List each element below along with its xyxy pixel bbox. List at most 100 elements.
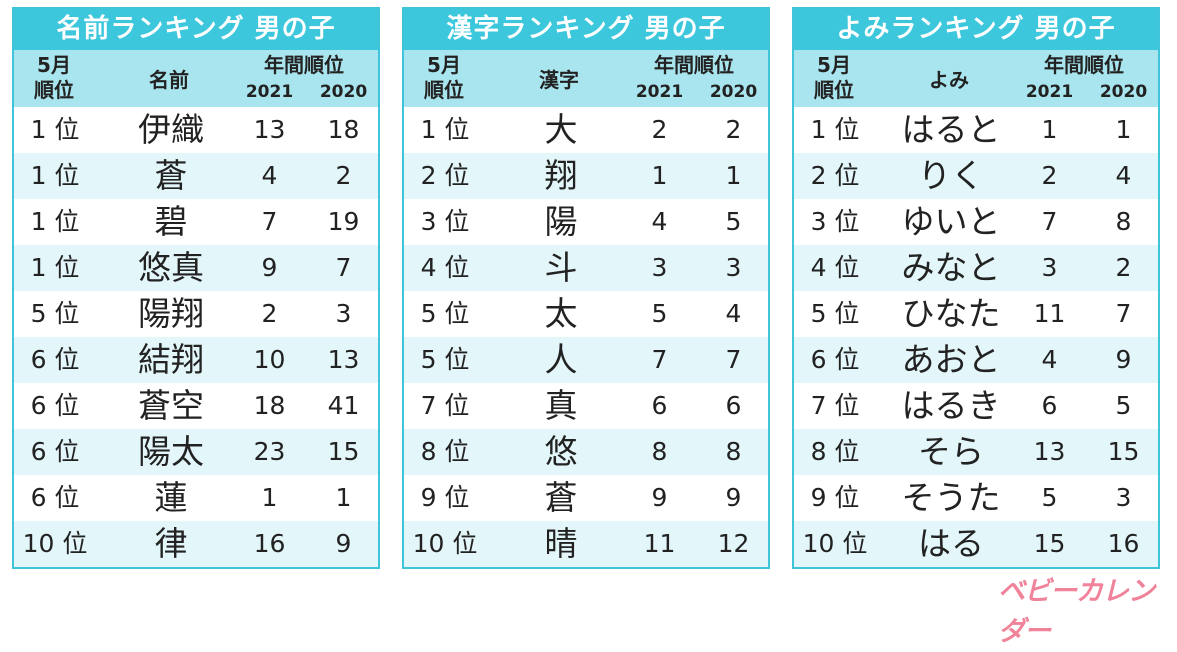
rank-cell: 1 位 [30,115,80,144]
header-year-2020: 2020 [709,82,758,102]
table-row: 5 位 ひなた 11 7 [794,291,1158,337]
panel-title: 名前ランキング 男の子 [14,9,378,50]
rank-cell: 9 位 [420,483,470,512]
annual-rank-2020-cell: 13 [327,345,360,374]
table-row: 5 位 太 5 4 [404,291,768,337]
annual-rank-2020-cell: 7 [335,253,352,282]
table-row: 4 位 みなと 3 2 [794,245,1158,291]
rank-cell: 5 位 [420,299,470,328]
header-rank: 5月 順位 [14,53,94,103]
name-cell: 人 [544,340,578,379]
name-cell: 翔 [544,156,578,195]
brand-logo: ベビーカレンダー [998,576,1155,647]
annual-rank-2021-cell: 11 [643,529,676,558]
annual-rank-2021-cell: 5 [1041,483,1058,512]
annual-rank-2020-cell: 6 [725,391,742,420]
table-row: 5 位 陽翔 2 3 [14,291,378,337]
rank-cell: 1 位 [30,253,80,282]
rank-cell: 4 位 [420,253,470,282]
annual-rank-2021-cell: 10 [253,345,286,374]
name-cell: 真 [544,386,578,425]
header-rank-label: 順位 [34,78,74,102]
name-cell: ひなた [901,294,1001,333]
annual-rank-2020-cell: 1 [335,483,352,512]
table-row: 3 位 ゆいと 7 8 [794,199,1158,245]
name-cell: そうた [901,478,1001,517]
name-cell: 碧 [154,202,188,241]
annual-rank-2020-cell: 1 [725,161,742,190]
header-rank-month: 5月 [427,53,461,77]
table-header: 5月 順位 漢字 年間順位 2021 2020 [404,50,768,107]
annual-rank-2020-cell: 3 [1115,483,1132,512]
name-cell: 結翔 [138,340,204,379]
table-row: 2 位 りく 2 4 [794,153,1158,199]
rank-cell: 7 位 [420,391,470,420]
annual-rank-2021-cell: 23 [253,437,286,466]
annual-rank-2021-cell: 7 [1041,207,1058,236]
rank-cell: 1 位 [810,115,860,144]
annual-rank-2021-cell: 7 [261,207,278,236]
header-rank-label: 順位 [424,78,464,102]
name-cell: 太 [544,294,578,333]
table-row: 9 位 蒼 9 9 [404,475,768,521]
name-cell: 悠 [544,432,578,471]
ranking-panel-2: 漢字ランキング 男の子 5月 順位 漢字 年間順位 2021 2020 1 位 … [402,7,770,569]
table-row: 7 位 はるき 6 5 [794,383,1158,429]
annual-rank-2020-cell: 9 [335,529,352,558]
rank-cell: 10 位 [22,529,88,558]
rank-cell: 2 位 [810,161,860,190]
annual-rank-2021-cell: 9 [651,483,668,512]
name-cell: はる [918,524,984,563]
name-cell: 蒼 [154,156,188,195]
annual-rank-2021-cell: 4 [1041,345,1058,374]
table-row: 3 位 陽 4 5 [404,199,768,245]
annual-rank-2020-cell: 5 [1115,391,1132,420]
annual-rank-2021-cell: 4 [261,161,278,190]
table-row: 1 位 悠真 9 7 [14,245,378,291]
annual-rank-2021-cell: 16 [253,529,286,558]
annual-rank-2020-cell: 12 [717,529,750,558]
annual-rank-2021-cell: 8 [651,437,668,466]
name-cell: 蒼 [544,478,578,517]
header-rank-month: 5月 [817,53,851,77]
header-year-2021: 2021 [245,82,294,102]
rank-cell: 5 位 [30,299,80,328]
annual-rank-2020-cell: 41 [327,391,360,420]
table-row: 1 位 大 2 2 [404,107,768,153]
annual-rank-2021-cell: 13 [253,115,286,144]
rank-cell: 10 位 [412,529,478,558]
annual-rank-2021-cell: 6 [651,391,668,420]
name-cell: 大 [544,110,578,149]
annual-rank-2021-cell: 2 [1041,161,1058,190]
name-cell: 蒼空 [138,386,204,425]
annual-rank-2020-cell: 19 [327,207,360,236]
table-row: 4 位 斗 3 3 [404,245,768,291]
header-year-2020: 2020 [319,82,368,102]
annual-rank-2020-cell: 5 [725,207,742,236]
annual-rank-2020-cell: 8 [1115,207,1132,236]
table-row: 6 位 あおと 4 9 [794,337,1158,383]
name-cell: 悠真 [138,248,204,287]
annual-rank-2021-cell: 18 [253,391,286,420]
annual-rank-2020-cell: 4 [725,299,742,328]
rank-cell: 6 位 [30,345,80,374]
header-rank-month: 5月 [37,53,71,77]
table-row: 7 位 真 6 6 [404,383,768,429]
table-row: 1 位 はると 1 1 [794,107,1158,153]
name-cell: 陽 [544,202,578,241]
annual-rank-2020-cell: 2 [335,161,352,190]
name-cell: りく [918,156,984,195]
annual-rank-2020-cell: 9 [1115,345,1132,374]
table-row: 1 位 伊織 13 18 [14,107,378,153]
table-row: 1 位 碧 7 19 [14,199,378,245]
name-cell: みなと [901,248,1001,287]
rank-cell: 1 位 [420,115,470,144]
rank-cell: 10 位 [802,529,868,558]
header-year-2020: 2020 [1099,82,1148,102]
name-cell: 斗 [544,248,578,287]
table-row: 9 位 そうた 5 3 [794,475,1158,521]
table-row: 2 位 翔 1 1 [404,153,768,199]
name-cell: そら [918,432,984,471]
ranking-panel-3: よみランキング 男の子 5月 順位 よみ 年間順位 2021 2020 1 位 … [792,7,1160,569]
annual-rank-2021-cell: 3 [1041,253,1058,282]
